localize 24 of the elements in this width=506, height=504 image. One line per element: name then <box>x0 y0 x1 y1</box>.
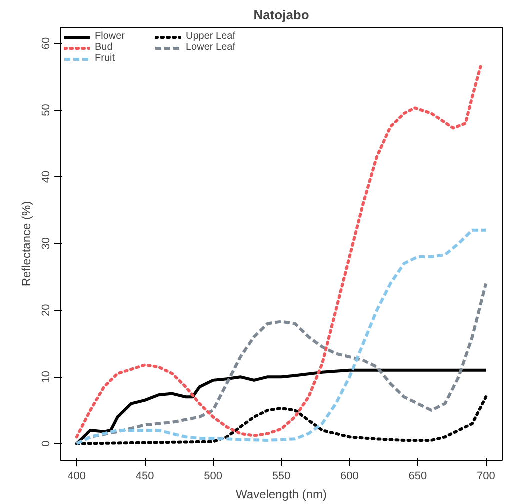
x-axis-title: Wavelength (nm) <box>236 488 327 502</box>
y-tick-label: 20 <box>40 304 52 316</box>
line-series <box>75 65 482 439</box>
y-axis-title: Reflectance (%) <box>20 201 34 287</box>
y-tick-label: 60 <box>40 37 52 50</box>
chart-title: Natojabo <box>254 8 310 22</box>
x-tick-label: 500 <box>204 470 222 482</box>
x-tick-label: 550 <box>272 470 291 482</box>
y-tick-label: 0 <box>40 440 52 447</box>
legend-label: Bud <box>95 42 114 53</box>
line-series <box>75 228 488 446</box>
y-tick-label: 30 <box>40 238 52 250</box>
legend-label: Fruit <box>95 53 116 64</box>
legend-label: Upper Leaf <box>186 31 236 42</box>
legend-label: Flower <box>95 31 126 42</box>
y-tick-label: 10 <box>40 370 52 384</box>
x-tick-label: 650 <box>408 470 428 482</box>
x-tick-label: 400 <box>68 470 86 482</box>
y-tick-label: 40 <box>40 170 52 184</box>
legend-label: Lower Leaf <box>186 42 236 53</box>
x-tick-label: 450 <box>136 470 154 482</box>
y-tick-label: 50 <box>40 104 52 116</box>
x-tick-label: 700 <box>476 470 496 482</box>
x-tick-label: 600 <box>340 470 359 482</box>
